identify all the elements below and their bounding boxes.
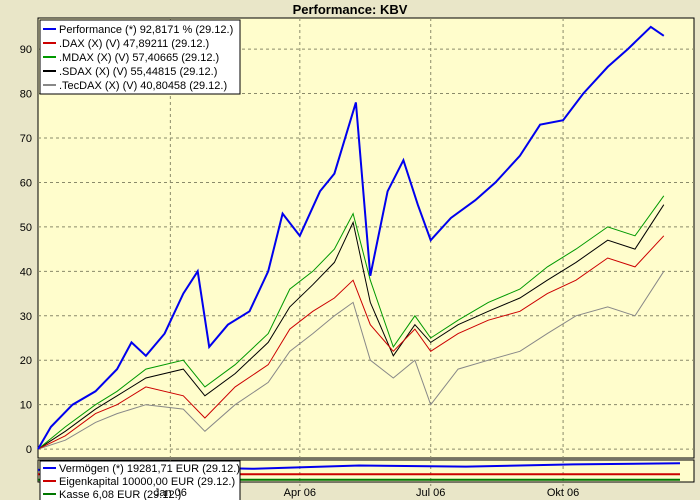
x-axis: Jan 06 Apr 06 Jul 06 Okt 06: [154, 487, 579, 499]
legend-label: .MDAX (X) (V) 57,40665 (29.12.): [59, 52, 219, 64]
y-tick-label: 80: [20, 89, 32, 101]
sub-legend-label: Vermögen (*) 19281,71 EUR (29.12.): [59, 463, 240, 475]
y-tick-label: 30: [20, 311, 32, 323]
legend-label: .SDAX (X) (V) 55,44815 (29.12.): [59, 66, 217, 78]
legend-label: .DAX (X) (V) 47,89211 (29.12.): [59, 38, 209, 50]
legend-box: [39, 19, 241, 95]
x-tick-label: Jan 06: [154, 487, 187, 499]
series-line: [37, 25, 665, 450]
y-tick-label: 50: [20, 222, 32, 234]
y-tick-label: 90: [20, 44, 32, 56]
y-tick-label: 10: [20, 400, 32, 412]
sub-legend: Vermögen (*) 19281,71 EUR (29.12.)Eigenk…: [43, 463, 240, 500]
series-line: [37, 204, 665, 450]
series-line: [37, 271, 665, 450]
x-tick-label: Okt 06: [547, 487, 579, 499]
x-tick-label: Apr 06: [284, 487, 316, 499]
legend-label: .TecDAX (X) (V) 40,80458 (29.12.): [59, 80, 227, 92]
legend-label: Performance (*) 92,8171 % (29.12.): [59, 24, 233, 36]
sub-legend-label: Eigenkapital 10000,00 EUR (29.12.): [59, 476, 235, 488]
y-tick-label: 60: [20, 177, 32, 189]
series-line: [37, 195, 665, 450]
y-tick-label: 70: [20, 133, 32, 145]
sub-legend-box: [39, 460, 241, 500]
chart-title: Performance: KBV: [293, 2, 408, 17]
series-lines: [37, 25, 665, 450]
legend: Performance (*) 92,8171 % (29.12.) .DAX (…: [43, 24, 233, 92]
y-tick-label: 40: [20, 266, 32, 278]
sub-legend-label: Kasse 6,08 EUR (29.12.): [59, 489, 181, 500]
x-tick-label: Jul 06: [416, 487, 445, 499]
series-line: [37, 235, 665, 450]
y-tick-label: 20: [20, 355, 32, 367]
y-tick-label: 0: [26, 444, 32, 456]
y-axis: 0 10 20 30 40 50 60 70 80 90: [20, 44, 32, 456]
